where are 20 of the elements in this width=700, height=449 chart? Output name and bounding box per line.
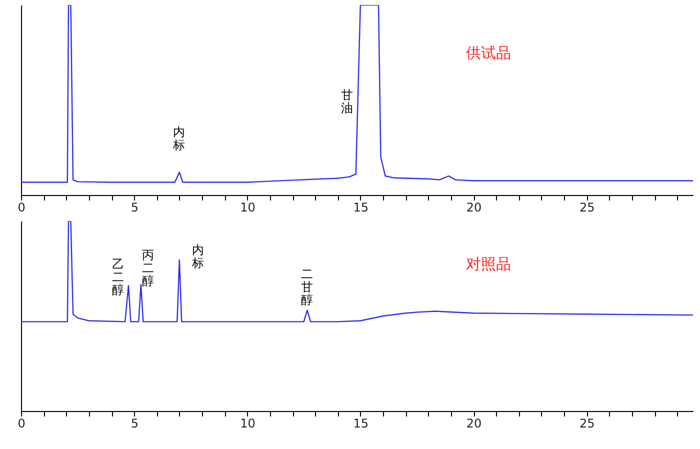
x-tick-label: 5 [130,200,138,214]
annotation: 内标 [172,125,185,152]
annotation: 供试品 [466,44,511,62]
annotation: 乙二醇 [112,257,124,297]
annotation: 丙二醇 [142,248,154,288]
x-tick-label: 20 [466,200,482,214]
annotation: 甘油 [341,88,353,115]
x-tick-label: 10 [240,416,256,430]
x-tick-label: 25 [580,416,595,430]
x-tick-label: 0 [18,200,26,214]
x-tick-label: 0 [18,416,26,430]
x-tick-label: 20 [466,416,482,430]
annotation: 二甘醇 [301,267,313,307]
x-tick-label: 15 [353,416,369,430]
x-tick-label: 5 [130,416,138,430]
x-tick-label: 25 [580,200,595,214]
x-tick-label: 10 [240,200,256,214]
x-tick-label: 15 [353,200,369,214]
annotation: 对照品 [466,255,511,273]
annotation: 内标 [191,243,204,270]
